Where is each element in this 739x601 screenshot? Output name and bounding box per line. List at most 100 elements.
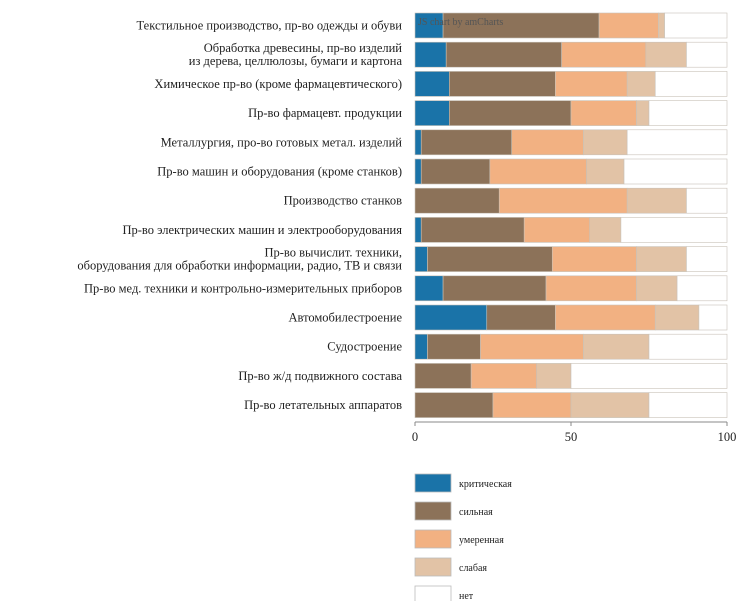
category-label: Пр-во вычислит. техники, xyxy=(264,246,402,260)
bar-segment xyxy=(598,12,659,39)
category-label: Пр-во электрических машин и электрообору… xyxy=(122,223,402,237)
bar-segment xyxy=(551,246,637,272)
bar-segment xyxy=(414,100,450,126)
legend: критическая сильная умеренная слабая нет xyxy=(414,473,512,601)
category-label: Химическое пр-во (кроме фармацевтическог… xyxy=(154,77,402,91)
category-label: Пр-во летательных аппаратов xyxy=(244,398,402,412)
bar-segment xyxy=(414,363,472,389)
bar-segment xyxy=(545,275,637,302)
bar-segment xyxy=(570,363,728,389)
bar-segment xyxy=(414,246,428,272)
bar-segment xyxy=(654,71,728,97)
bar-segment xyxy=(648,333,728,360)
bar-segment xyxy=(414,71,450,97)
bar-segment xyxy=(420,129,513,156)
bar-segment xyxy=(414,158,422,185)
bar-segment xyxy=(523,217,591,243)
bar-segment xyxy=(686,41,728,68)
bar-segment xyxy=(414,187,500,214)
bar-segment xyxy=(636,246,687,272)
bar-segment xyxy=(636,275,678,302)
bar-segment xyxy=(414,304,488,331)
x-tick-label: 100 xyxy=(718,430,737,444)
bar-segment xyxy=(449,71,556,97)
bar-segment xyxy=(470,363,537,389)
legend-swatch xyxy=(414,585,452,601)
bar-segment xyxy=(480,333,584,360)
x-tick-label: 0 xyxy=(412,430,418,444)
bar-segment xyxy=(420,158,491,185)
category-label: Пр-во фармацевт. продукции xyxy=(248,106,402,120)
category-label: Обработка древесины, пр-во изделий xyxy=(204,41,403,55)
bar-segment xyxy=(414,217,422,243)
bar-segment xyxy=(645,41,687,68)
bar-segment xyxy=(414,41,447,68)
category-label: Металлургия, про-во готовых метал. издел… xyxy=(161,135,403,149)
bar-segment xyxy=(561,41,647,68)
category-label: Производство станков xyxy=(284,194,403,208)
bar-segment xyxy=(492,392,572,418)
legend-swatch xyxy=(414,501,452,521)
bar-segment xyxy=(664,12,728,39)
bar-segment xyxy=(698,304,728,331)
bar-segment xyxy=(414,392,494,418)
bar-segment xyxy=(486,304,556,331)
bar-segment xyxy=(414,275,444,302)
category-label: Автомобилестроение xyxy=(288,311,402,325)
legend-swatch xyxy=(414,473,452,493)
bar-segment xyxy=(586,158,625,185)
bar-segment xyxy=(442,12,600,39)
legend-swatch xyxy=(414,557,452,577)
category-label: Судостроение xyxy=(327,340,402,354)
legend-label: критическая xyxy=(459,479,512,490)
bar-segment xyxy=(414,333,428,360)
bar-segment xyxy=(626,71,656,97)
bar-segment xyxy=(536,363,572,389)
bar-segment xyxy=(427,333,481,360)
bar-segment xyxy=(427,246,553,272)
x-axis: 0 50 100 xyxy=(412,421,737,444)
bar-segment xyxy=(620,217,728,243)
bar-segment xyxy=(636,100,650,126)
bar-segment xyxy=(555,71,628,97)
category-label: оборудования для обработки информации, р… xyxy=(77,259,402,273)
bar-segment xyxy=(414,12,444,39)
bar-segment xyxy=(570,100,637,126)
bar-segment xyxy=(654,304,700,331)
bar-segment xyxy=(498,187,628,214)
bar-segment xyxy=(570,392,650,418)
bar-segment xyxy=(626,187,687,214)
bar-segment xyxy=(555,304,656,331)
category-label: Пр-во мед. техники и контрольно-измерите… xyxy=(84,281,402,295)
bar-segment xyxy=(686,187,728,214)
legend-label: слабая xyxy=(459,563,487,574)
legend-label: сильная xyxy=(459,507,493,518)
category-labels: Текстильное производство, пр-во одежды и… xyxy=(77,19,402,413)
bar-segment xyxy=(442,275,547,302)
bar-segment xyxy=(420,217,525,243)
bar-segment xyxy=(445,41,562,68)
bar-segment xyxy=(686,246,728,272)
bar-segment xyxy=(658,12,665,39)
x-tick-label: 50 xyxy=(565,430,578,444)
bar-segment xyxy=(511,129,584,156)
category-label: Пр-во ж/д подвижного состава xyxy=(238,369,402,383)
bar-segment xyxy=(648,392,728,418)
bar-segment xyxy=(676,275,728,302)
legend-label: умеренная xyxy=(459,535,504,546)
bar-segment xyxy=(623,158,728,185)
bar-segment xyxy=(449,100,572,126)
legend-label: нет xyxy=(459,591,474,601)
bar-segment xyxy=(489,158,587,185)
category-label: из дерева, целлюлозы, бумаги и картона xyxy=(189,54,403,68)
legend-swatch xyxy=(414,529,452,549)
bar-segment xyxy=(414,129,422,156)
bar-segment xyxy=(583,129,628,156)
category-label: Текстильное производство, пр-во одежды и… xyxy=(137,19,403,33)
plot-area xyxy=(414,12,728,418)
category-label: Пр-во машин и оборудования (кроме станко… xyxy=(157,165,402,179)
bar-segment xyxy=(583,333,650,360)
bar-segment xyxy=(648,100,728,126)
chart-credit: JS chart by amCharts xyxy=(418,17,503,28)
